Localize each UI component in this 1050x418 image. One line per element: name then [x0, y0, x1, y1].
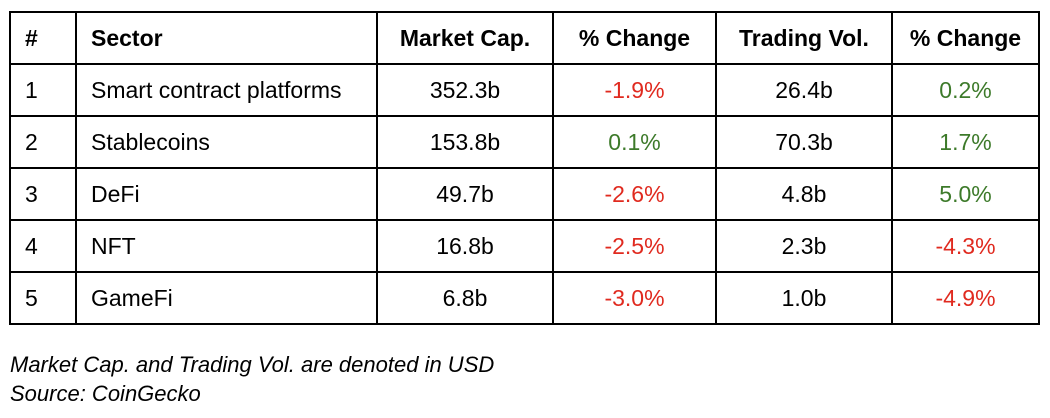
- denomination-note: Market Cap. and Trading Vol. are denoted…: [10, 352, 495, 377]
- header-market-cap-change: % Change: [552, 11, 717, 65]
- row-trading-vol: 26.4b: [715, 63, 893, 117]
- row-market-cap-change: -2.6%: [552, 167, 717, 221]
- row-num: 1: [9, 63, 77, 117]
- row-trading-vol-change: -4.9%: [891, 271, 1040, 325]
- row-trading-vol: 2.3b: [715, 219, 893, 273]
- row-num: 4: [9, 219, 77, 273]
- row-market-cap: 153.8b: [376, 115, 554, 169]
- row-trading-vol-change: 1.7%: [891, 115, 1040, 169]
- row-market-cap-change: -3.0%: [552, 271, 717, 325]
- row-market-cap: 16.8b: [376, 219, 554, 273]
- row-market-cap: 352.3b: [376, 63, 554, 117]
- row-num: 5: [9, 271, 77, 325]
- row-sector: DeFi: [75, 167, 378, 221]
- footnotes: Market Cap. and Trading Vol. are denoted…: [10, 350, 494, 408]
- header-market-cap: Market Cap.: [376, 11, 554, 65]
- row-sector: Smart contract platforms: [75, 63, 378, 117]
- row-market-cap-change: -1.9%: [552, 63, 717, 117]
- row-trading-vol: 4.8b: [715, 167, 893, 221]
- sector-table: # Sector Market Cap. % Change Trading Vo…: [9, 11, 1040, 325]
- header-row: # Sector Market Cap. % Change Trading Vo…: [9, 11, 1040, 65]
- header-trading-vol: Trading Vol.: [715, 11, 893, 65]
- row-trading-vol-change: -4.3%: [891, 219, 1040, 273]
- row-sector: GameFi: [75, 271, 378, 325]
- table-row: 3 DeFi 49.7b -2.6% 4.8b 5.0%: [9, 167, 1040, 221]
- row-trading-vol-change: 5.0%: [891, 167, 1040, 221]
- table-row: 1 Smart contract platforms 352.3b -1.9% …: [9, 63, 1040, 117]
- row-market-cap: 49.7b: [376, 167, 554, 221]
- row-sector: NFT: [75, 219, 378, 273]
- header-trading-vol-change: % Change: [891, 11, 1040, 65]
- row-trading-vol-change: 0.2%: [891, 63, 1040, 117]
- header-num: #: [9, 11, 77, 65]
- table-row: 4 NFT 16.8b -2.5% 2.3b -4.3%: [9, 219, 1040, 273]
- table-row: 5 GameFi 6.8b -3.0% 1.0b -4.9%: [9, 271, 1040, 325]
- header-sector: Sector: [75, 11, 378, 65]
- row-market-cap: 6.8b: [376, 271, 554, 325]
- row-market-cap-change: -2.5%: [552, 219, 717, 273]
- source-note: Source: CoinGecko: [10, 381, 201, 406]
- row-num: 2: [9, 115, 77, 169]
- row-num: 3: [9, 167, 77, 221]
- row-market-cap-change: 0.1%: [552, 115, 717, 169]
- row-trading-vol: 70.3b: [715, 115, 893, 169]
- row-trading-vol: 1.0b: [715, 271, 893, 325]
- row-sector: Stablecoins: [75, 115, 378, 169]
- table-row: 2 Stablecoins 153.8b 0.1% 70.3b 1.7%: [9, 115, 1040, 169]
